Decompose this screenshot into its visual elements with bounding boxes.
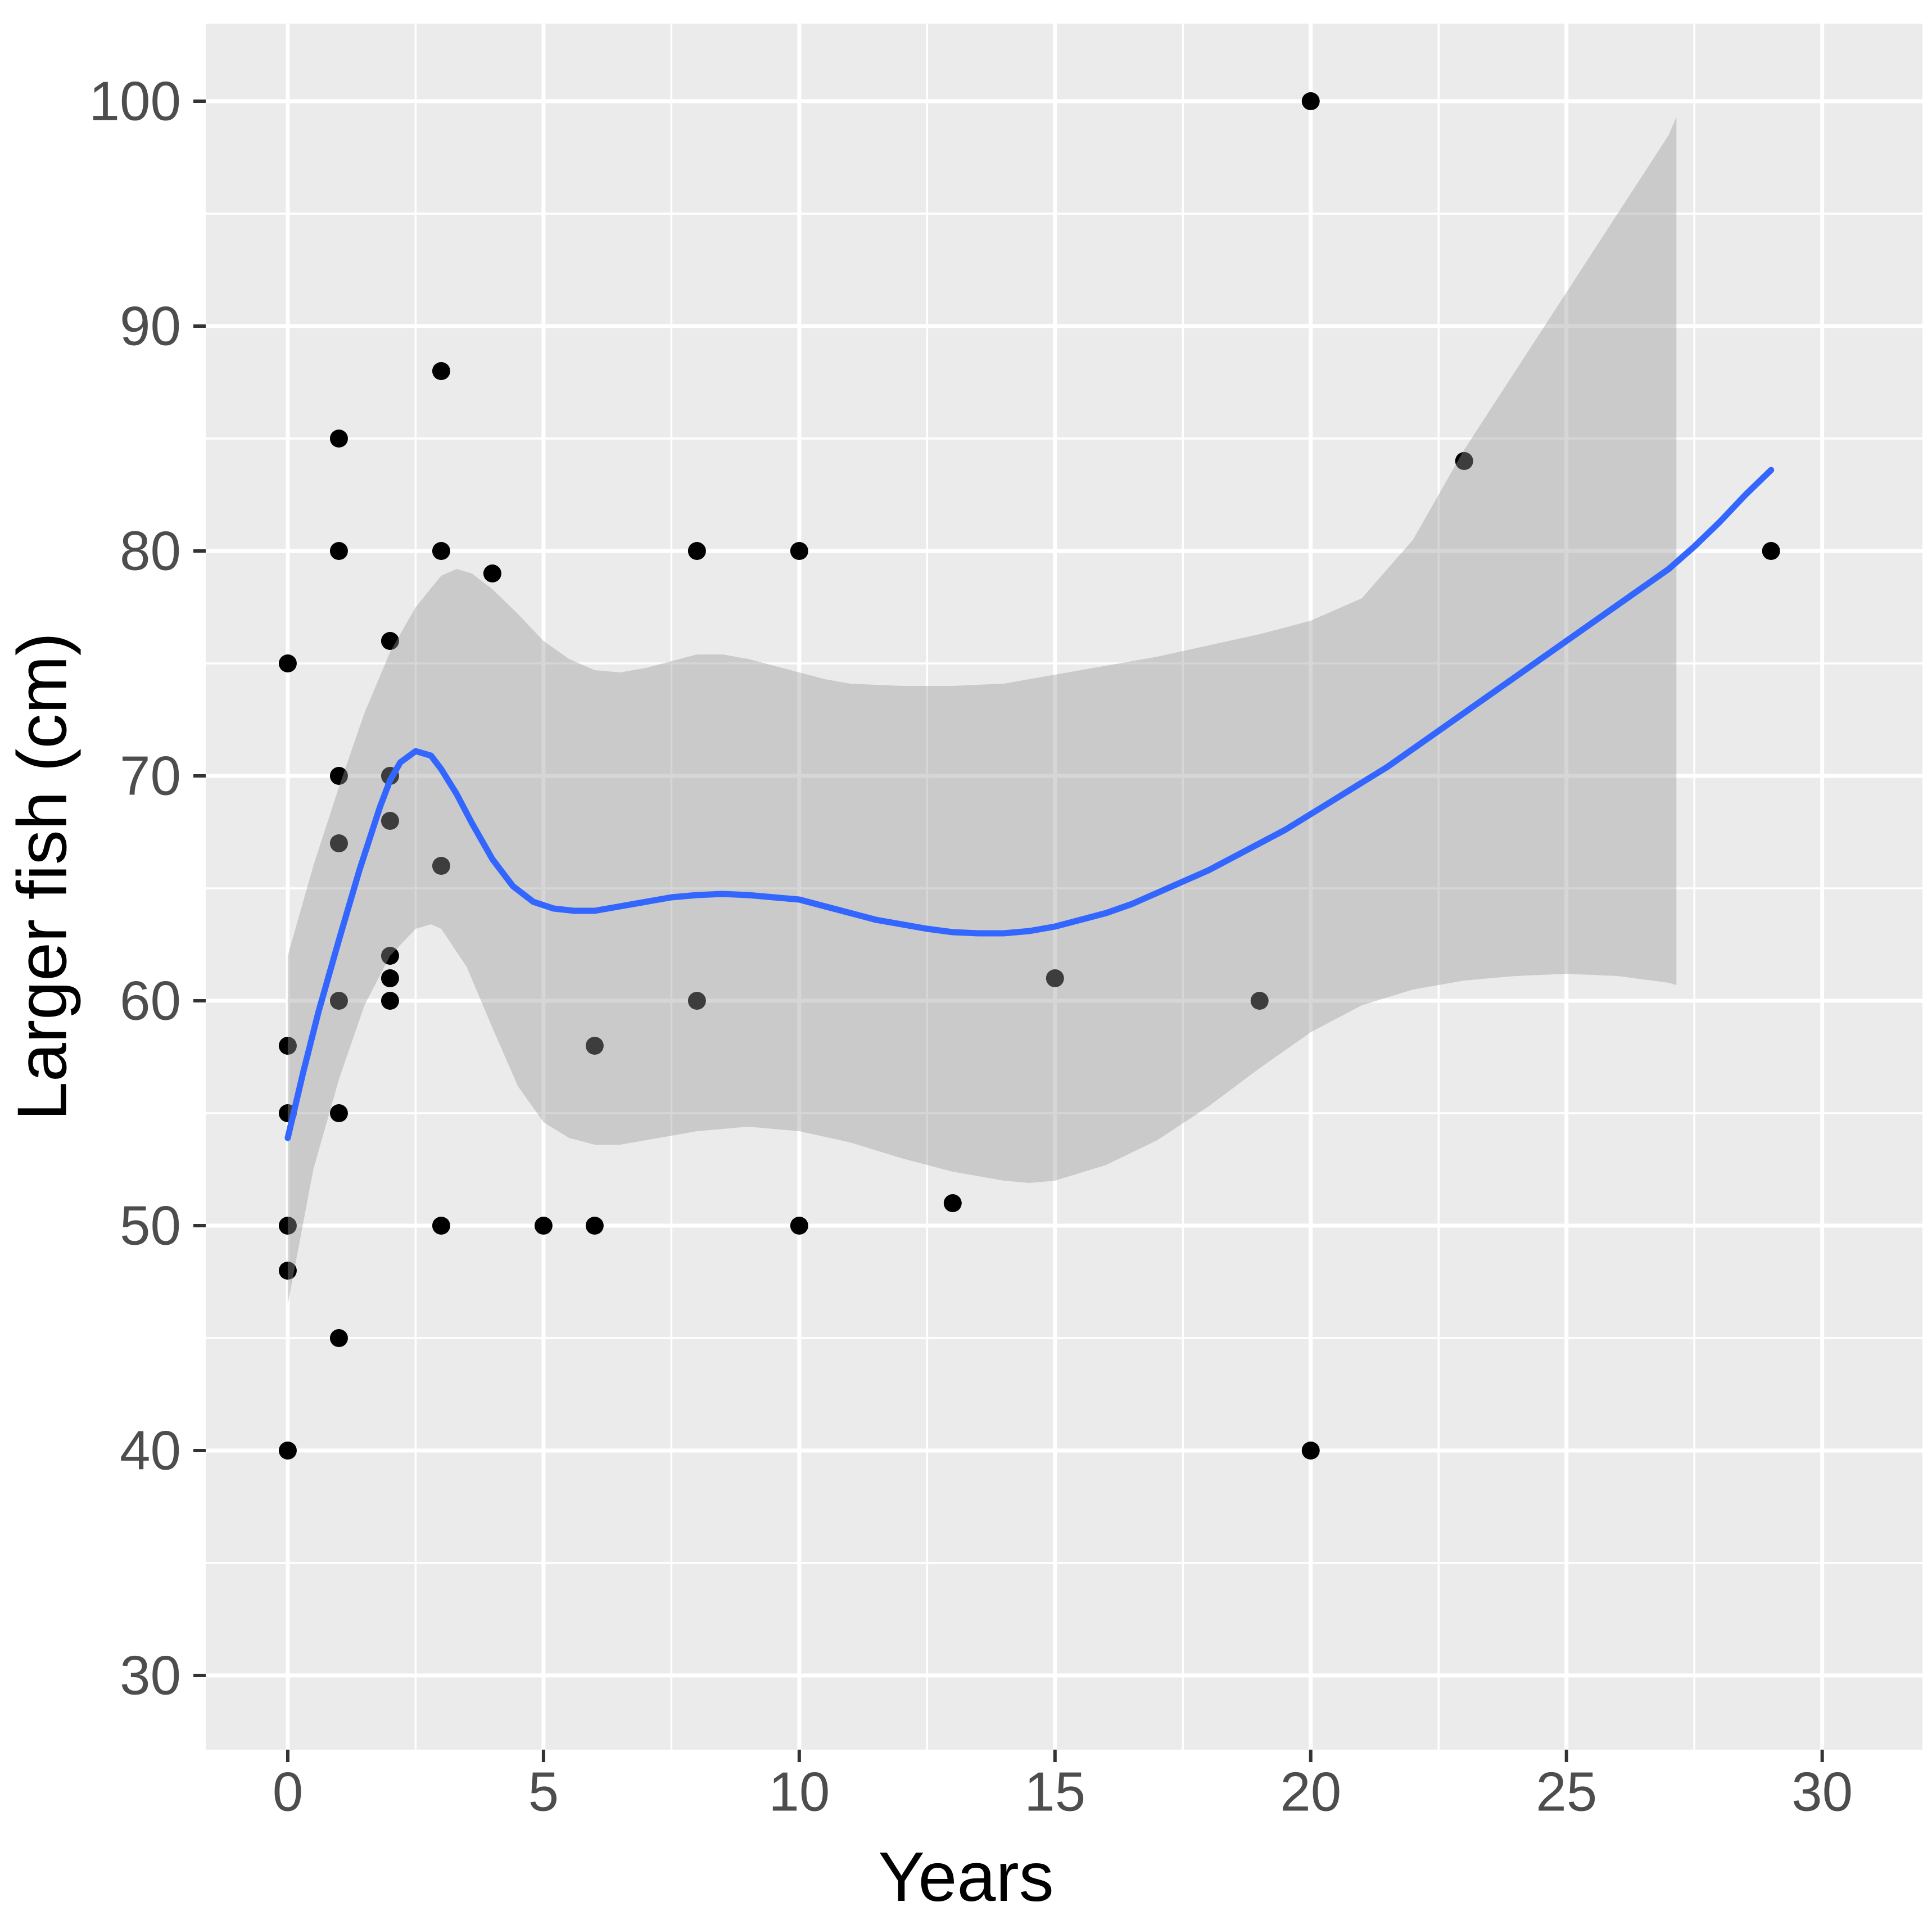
x-tick-label: 30 xyxy=(1791,1761,1853,1823)
y-tick-label: 60 xyxy=(120,969,181,1031)
data-point xyxy=(381,969,399,987)
data-point xyxy=(278,1262,297,1280)
y-tick-label: 70 xyxy=(120,744,181,806)
data-point xyxy=(1762,542,1780,560)
data-point xyxy=(432,857,450,875)
data-point xyxy=(1455,452,1473,470)
data-point xyxy=(432,542,450,560)
smooth-line xyxy=(284,467,1775,1141)
data-point xyxy=(483,564,501,582)
data-point xyxy=(585,1037,604,1055)
data-point xyxy=(1046,969,1064,987)
data-point xyxy=(329,1329,348,1347)
confidence-ribbon xyxy=(287,117,1677,1304)
data-point xyxy=(381,992,399,1010)
x-tick-label: 15 xyxy=(1024,1761,1085,1823)
x-tick-label: 5 xyxy=(528,1761,559,1823)
plot-panel xyxy=(206,24,1922,1750)
data-point xyxy=(329,1104,348,1122)
data-point xyxy=(790,1217,808,1235)
y-tick-label: 90 xyxy=(120,295,181,356)
data-point xyxy=(381,947,399,965)
data-point xyxy=(278,1442,297,1460)
data-point xyxy=(329,542,348,560)
data-point xyxy=(381,812,399,830)
data-point xyxy=(278,654,297,672)
x-axis-title: Years xyxy=(878,1838,1054,1916)
data-point xyxy=(687,992,706,1010)
y-tick-label: 30 xyxy=(120,1644,181,1706)
y-axis-title: Larger fish (cm) xyxy=(3,632,82,1121)
data-point xyxy=(278,1037,297,1055)
data-point xyxy=(432,1217,450,1235)
data-point xyxy=(381,632,399,650)
x-tick-label: 25 xyxy=(1536,1761,1597,1823)
data-point xyxy=(329,992,348,1010)
y-tick-label: 80 xyxy=(120,519,181,581)
x-tick-label: 10 xyxy=(768,1761,830,1823)
data-point xyxy=(790,542,808,560)
data-point xyxy=(943,1194,962,1212)
data-point xyxy=(278,1217,297,1235)
data-point xyxy=(329,767,348,785)
x-tick-label: 20 xyxy=(1280,1761,1341,1823)
data-point xyxy=(432,362,450,380)
y-tick-label: 40 xyxy=(120,1419,181,1481)
y-tick-label: 100 xyxy=(89,70,181,132)
data-point xyxy=(1301,1442,1320,1460)
data-point xyxy=(1250,992,1269,1010)
y-tick-label: 50 xyxy=(120,1194,181,1256)
data-point xyxy=(534,1217,553,1235)
x-tick-label: 0 xyxy=(273,1761,304,1823)
data-point xyxy=(329,834,348,852)
data-point xyxy=(329,430,348,448)
data-point xyxy=(687,542,706,560)
data-point xyxy=(1301,92,1320,110)
data-point xyxy=(585,1217,604,1235)
